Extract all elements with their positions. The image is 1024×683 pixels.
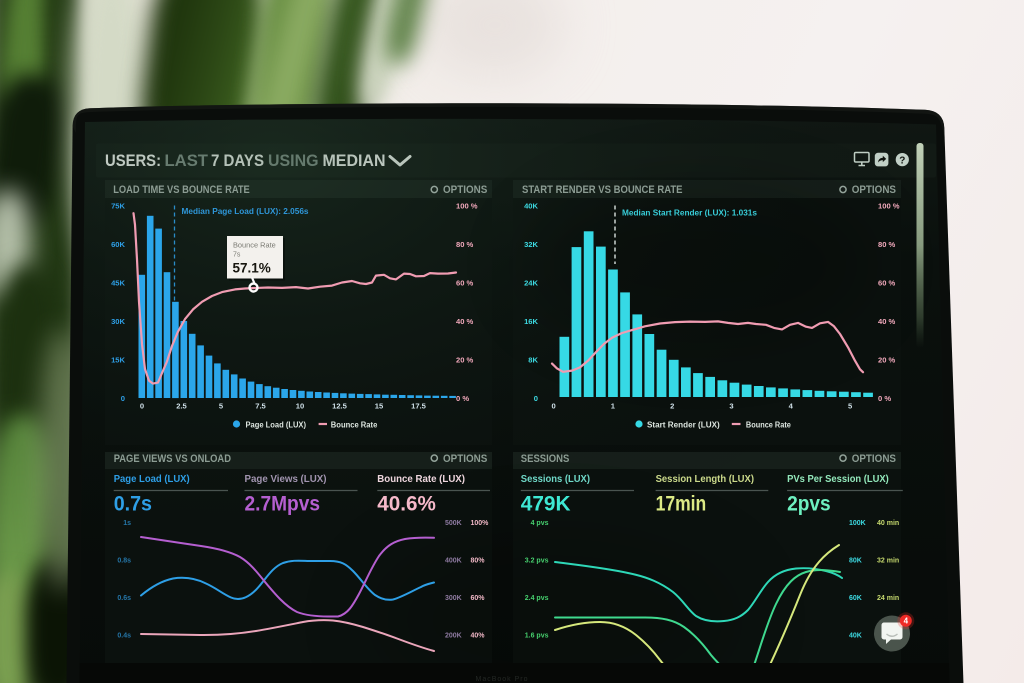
- svg-text:MacBook Pro: MacBook Pro: [475, 676, 528, 683]
- svg-text:60K: 60K: [111, 240, 125, 249]
- svg-text:Bounce Rate: Bounce Rate: [233, 241, 276, 250]
- svg-text:80K: 80K: [849, 558, 862, 565]
- svg-text:OPTIONS: OPTIONS: [852, 184, 896, 196]
- svg-text:2: 2: [670, 402, 674, 411]
- svg-text:200K: 200K: [445, 633, 462, 640]
- svg-text:60%: 60%: [471, 595, 486, 602]
- svg-text:40K: 40K: [849, 633, 862, 640]
- svg-text:80 %: 80 %: [456, 240, 474, 249]
- svg-text:PAGE VIEWS VS ONLOAD: PAGE VIEWS VS ONLOAD: [114, 453, 231, 465]
- svg-text:500K: 500K: [445, 520, 462, 527]
- svg-text:17.5: 17.5: [411, 402, 427, 411]
- svg-text:45K: 45K: [111, 279, 125, 288]
- svg-text:2.4 pvs: 2.4 pvs: [525, 595, 549, 602]
- svg-text:1s: 1s: [123, 520, 131, 527]
- svg-text:OPTIONS: OPTIONS: [852, 453, 896, 465]
- svg-text:0.6s: 0.6s: [117, 595, 131, 602]
- svg-text:400K: 400K: [445, 558, 462, 565]
- svg-text:7s: 7s: [233, 252, 241, 259]
- svg-text:15: 15: [375, 402, 384, 411]
- svg-text:Median Page Load (LUX): 2.056s: Median Page Load (LUX): 2.056s: [182, 206, 309, 216]
- svg-text:100 %: 100 %: [878, 202, 900, 211]
- svg-text:40 %: 40 %: [878, 317, 896, 326]
- svg-text:40K: 40K: [524, 202, 538, 211]
- svg-text:17min: 17min: [656, 493, 707, 516]
- svg-text:40 min: 40 min: [877, 520, 899, 527]
- svg-text:4: 4: [904, 617, 909, 626]
- svg-text:24K: 24K: [524, 279, 538, 288]
- svg-text:8K: 8K: [528, 356, 538, 365]
- svg-text:32 min: 32 min: [877, 558, 899, 565]
- svg-text:START RENDER VS BOUNCE RATE: START RENDER VS BOUNCE RATE: [522, 184, 683, 196]
- svg-text:Page Views (LUX): Page Views (LUX): [245, 474, 327, 485]
- svg-text:100 %: 100 %: [456, 202, 478, 211]
- svg-text:Sessions (LUX): Sessions (LUX): [521, 474, 590, 485]
- svg-text:0: 0: [551, 402, 555, 411]
- svg-text:Page Load (LUX): Page Load (LUX): [114, 474, 190, 485]
- svg-text:5: 5: [219, 402, 224, 411]
- svg-text:60K: 60K: [849, 595, 862, 602]
- svg-text:40 %: 40 %: [456, 317, 474, 326]
- svg-text:40.6%: 40.6%: [377, 493, 436, 516]
- svg-text:2pvs: 2pvs: [787, 493, 831, 516]
- svg-text:24 min: 24 min: [877, 595, 899, 602]
- svg-text:Bounce Rate (LUX): Bounce Rate (LUX): [377, 474, 465, 485]
- svg-text:40%: 40%: [471, 633, 486, 640]
- svg-text:15K: 15K: [111, 356, 125, 365]
- svg-text:0: 0: [140, 402, 144, 411]
- svg-text:7.5: 7.5: [255, 402, 266, 411]
- svg-text:100%: 100%: [471, 520, 490, 527]
- svg-text:OPTIONS: OPTIONS: [443, 453, 487, 465]
- svg-text:PVs Per Session (LUX): PVs Per Session (LUX): [787, 474, 889, 485]
- svg-text:32K: 32K: [524, 240, 538, 249]
- svg-text:0: 0: [121, 394, 125, 403]
- svg-text:16K: 16K: [524, 317, 538, 326]
- svg-text:SESSIONS: SESSIONS: [521, 453, 570, 465]
- svg-text:0: 0: [534, 394, 538, 403]
- svg-text:Start Render (LUX): Start Render (LUX): [647, 419, 720, 429]
- svg-text:Bounce Rate: Bounce Rate: [331, 419, 378, 429]
- svg-text:4 pvs: 4 pvs: [531, 520, 549, 527]
- svg-text:3: 3: [729, 402, 733, 411]
- svg-text:60 %: 60 %: [878, 279, 896, 288]
- svg-text:100K: 100K: [849, 520, 866, 527]
- svg-text:57.1%: 57.1%: [233, 261, 271, 276]
- svg-text:2.5: 2.5: [176, 402, 187, 411]
- svg-text:300K: 300K: [445, 595, 462, 602]
- svg-text:60 %: 60 %: [456, 279, 474, 288]
- svg-text:10: 10: [296, 402, 304, 411]
- svg-text:OPTIONS: OPTIONS: [443, 184, 487, 196]
- svg-text:30K: 30K: [111, 317, 125, 326]
- svg-text:20 %: 20 %: [456, 356, 474, 365]
- svg-text:1: 1: [611, 402, 616, 411]
- svg-text:Session Length (LUX): Session Length (LUX): [656, 474, 754, 485]
- svg-text:20 %: 20 %: [878, 356, 896, 365]
- svg-text:Page Load (LUX): Page Load (LUX): [246, 419, 307, 429]
- svg-text:2.7Mpvs: 2.7Mpvs: [245, 493, 321, 516]
- svg-text:1.6 pvs: 1.6 pvs: [525, 633, 549, 640]
- svg-text:4: 4: [789, 402, 794, 411]
- svg-text:75K: 75K: [111, 202, 125, 211]
- svg-text:479K: 479K: [521, 493, 571, 516]
- svg-text:0 %: 0 %: [878, 394, 891, 403]
- svg-text:3.2 pvs: 3.2 pvs: [525, 558, 549, 565]
- svg-text:0.4s: 0.4s: [117, 633, 131, 640]
- svg-text:Median Start Render (LUX): 1.0: Median Start Render (LUX): 1.031s: [622, 208, 757, 218]
- svg-text:80%: 80%: [471, 558, 486, 565]
- svg-text:0.7s: 0.7s: [114, 493, 152, 516]
- svg-text:LOAD TIME VS BOUNCE RATE: LOAD TIME VS BOUNCE RATE: [113, 184, 250, 196]
- svg-text:12.5: 12.5: [332, 402, 348, 411]
- svg-text:Bounce Rate: Bounce Rate: [746, 419, 791, 429]
- svg-text:0.8s: 0.8s: [117, 558, 131, 565]
- svg-text:5: 5: [848, 402, 853, 411]
- svg-text:0 %: 0 %: [456, 394, 469, 403]
- svg-text:80 %: 80 %: [878, 240, 896, 249]
